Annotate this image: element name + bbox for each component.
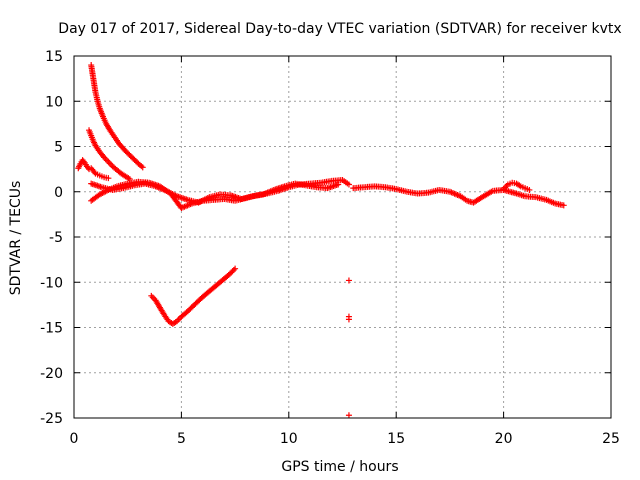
x-axis-label: GPS time / hours <box>281 459 398 475</box>
data-point <box>80 158 87 165</box>
axis-tick-labels: 0 5 10 15 20 25 -25 -20 -15 -10 -5 0 5 10 15 <box>40 49 620 447</box>
y-tick-label: -25 <box>40 411 63 427</box>
axis-ticks <box>73 55 612 419</box>
data-point <box>139 164 146 171</box>
outlier-point <box>345 412 352 419</box>
x-tick-label: 20 <box>495 431 513 447</box>
y-tick-label: -20 <box>40 366 63 382</box>
data-point <box>335 181 342 188</box>
data-points <box>75 62 567 419</box>
chart-title: Day 017 of 2017, Sidereal Day-to-day VTE… <box>58 21 621 37</box>
y-tick-label: 15 <box>45 49 63 65</box>
data-point <box>91 169 98 176</box>
x-tick-label: 5 <box>177 431 186 447</box>
y-tick-label: 10 <box>45 94 63 110</box>
data-point <box>560 202 567 209</box>
y-tick-label: 5 <box>54 140 63 156</box>
y-tick-label: -15 <box>40 321 63 337</box>
y-tick-label: -10 <box>40 275 63 291</box>
y-tick-label: 0 <box>54 185 63 201</box>
y-tick-label: -5 <box>49 230 63 246</box>
outlier-point <box>345 277 352 284</box>
data-point <box>230 266 237 273</box>
data-point <box>345 181 352 188</box>
y-axis-label: SDTVAR / TECUs <box>8 181 24 296</box>
x-tick-label: 10 <box>280 431 298 447</box>
data-point <box>232 265 239 272</box>
grid-lines <box>74 56 611 418</box>
x-tick-label: 15 <box>387 431 405 447</box>
data-point <box>105 175 112 182</box>
x-tick-label: 0 <box>70 431 79 447</box>
data-point <box>526 186 533 193</box>
x-tick-label: 25 <box>602 431 620 447</box>
outlier-point <box>345 316 352 323</box>
